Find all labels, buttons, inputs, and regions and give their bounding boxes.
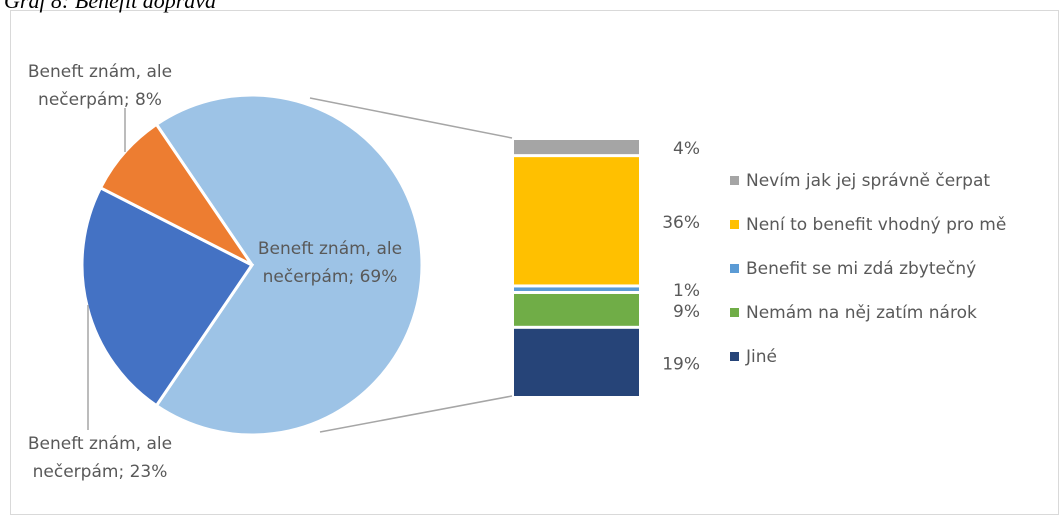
bar-value-label: 9% [673,302,700,322]
bar-segment [514,287,639,291]
bar-segment [514,293,639,326]
bar-value-label: 4% [673,139,700,159]
bar-value-label: 19% [662,354,700,374]
slice-label: Beneft znám, ale nečerpám; 8% [27,62,173,110]
connector-line [309,97,513,139]
bar-segment [514,157,639,285]
bar-value-label: 36% [662,213,700,233]
pie-slice [154,93,424,437]
bar-value-label: 1% [673,281,700,301]
chart-frame [10,10,1059,515]
slice-label: Beneft znám, ale nečerpám; 23% [27,434,173,482]
legend-label: Jiné [745,347,777,367]
connector-line [319,395,513,433]
pie-slice [98,122,254,267]
legend-label: Benefit se mi zdá zbytečný [746,259,976,279]
legend-marker [730,220,739,229]
legend-marker [730,352,739,361]
bar-segment [514,328,639,396]
legend-label: Nemám na něj zatím nárok [746,303,977,323]
legend-marker [730,176,739,185]
legend-marker [730,264,739,273]
bar-segment [514,140,639,155]
legend-label: Není to benefit vhodný pro mě [746,215,1006,235]
legend-label: Nevím jak jej správně čerpat [746,171,990,191]
chart-title: Graf 8: Benefit doprava [4,0,217,13]
slice-label: Beneft znám, ale nečerpám; 69% [257,239,403,287]
legend-marker [730,308,739,317]
